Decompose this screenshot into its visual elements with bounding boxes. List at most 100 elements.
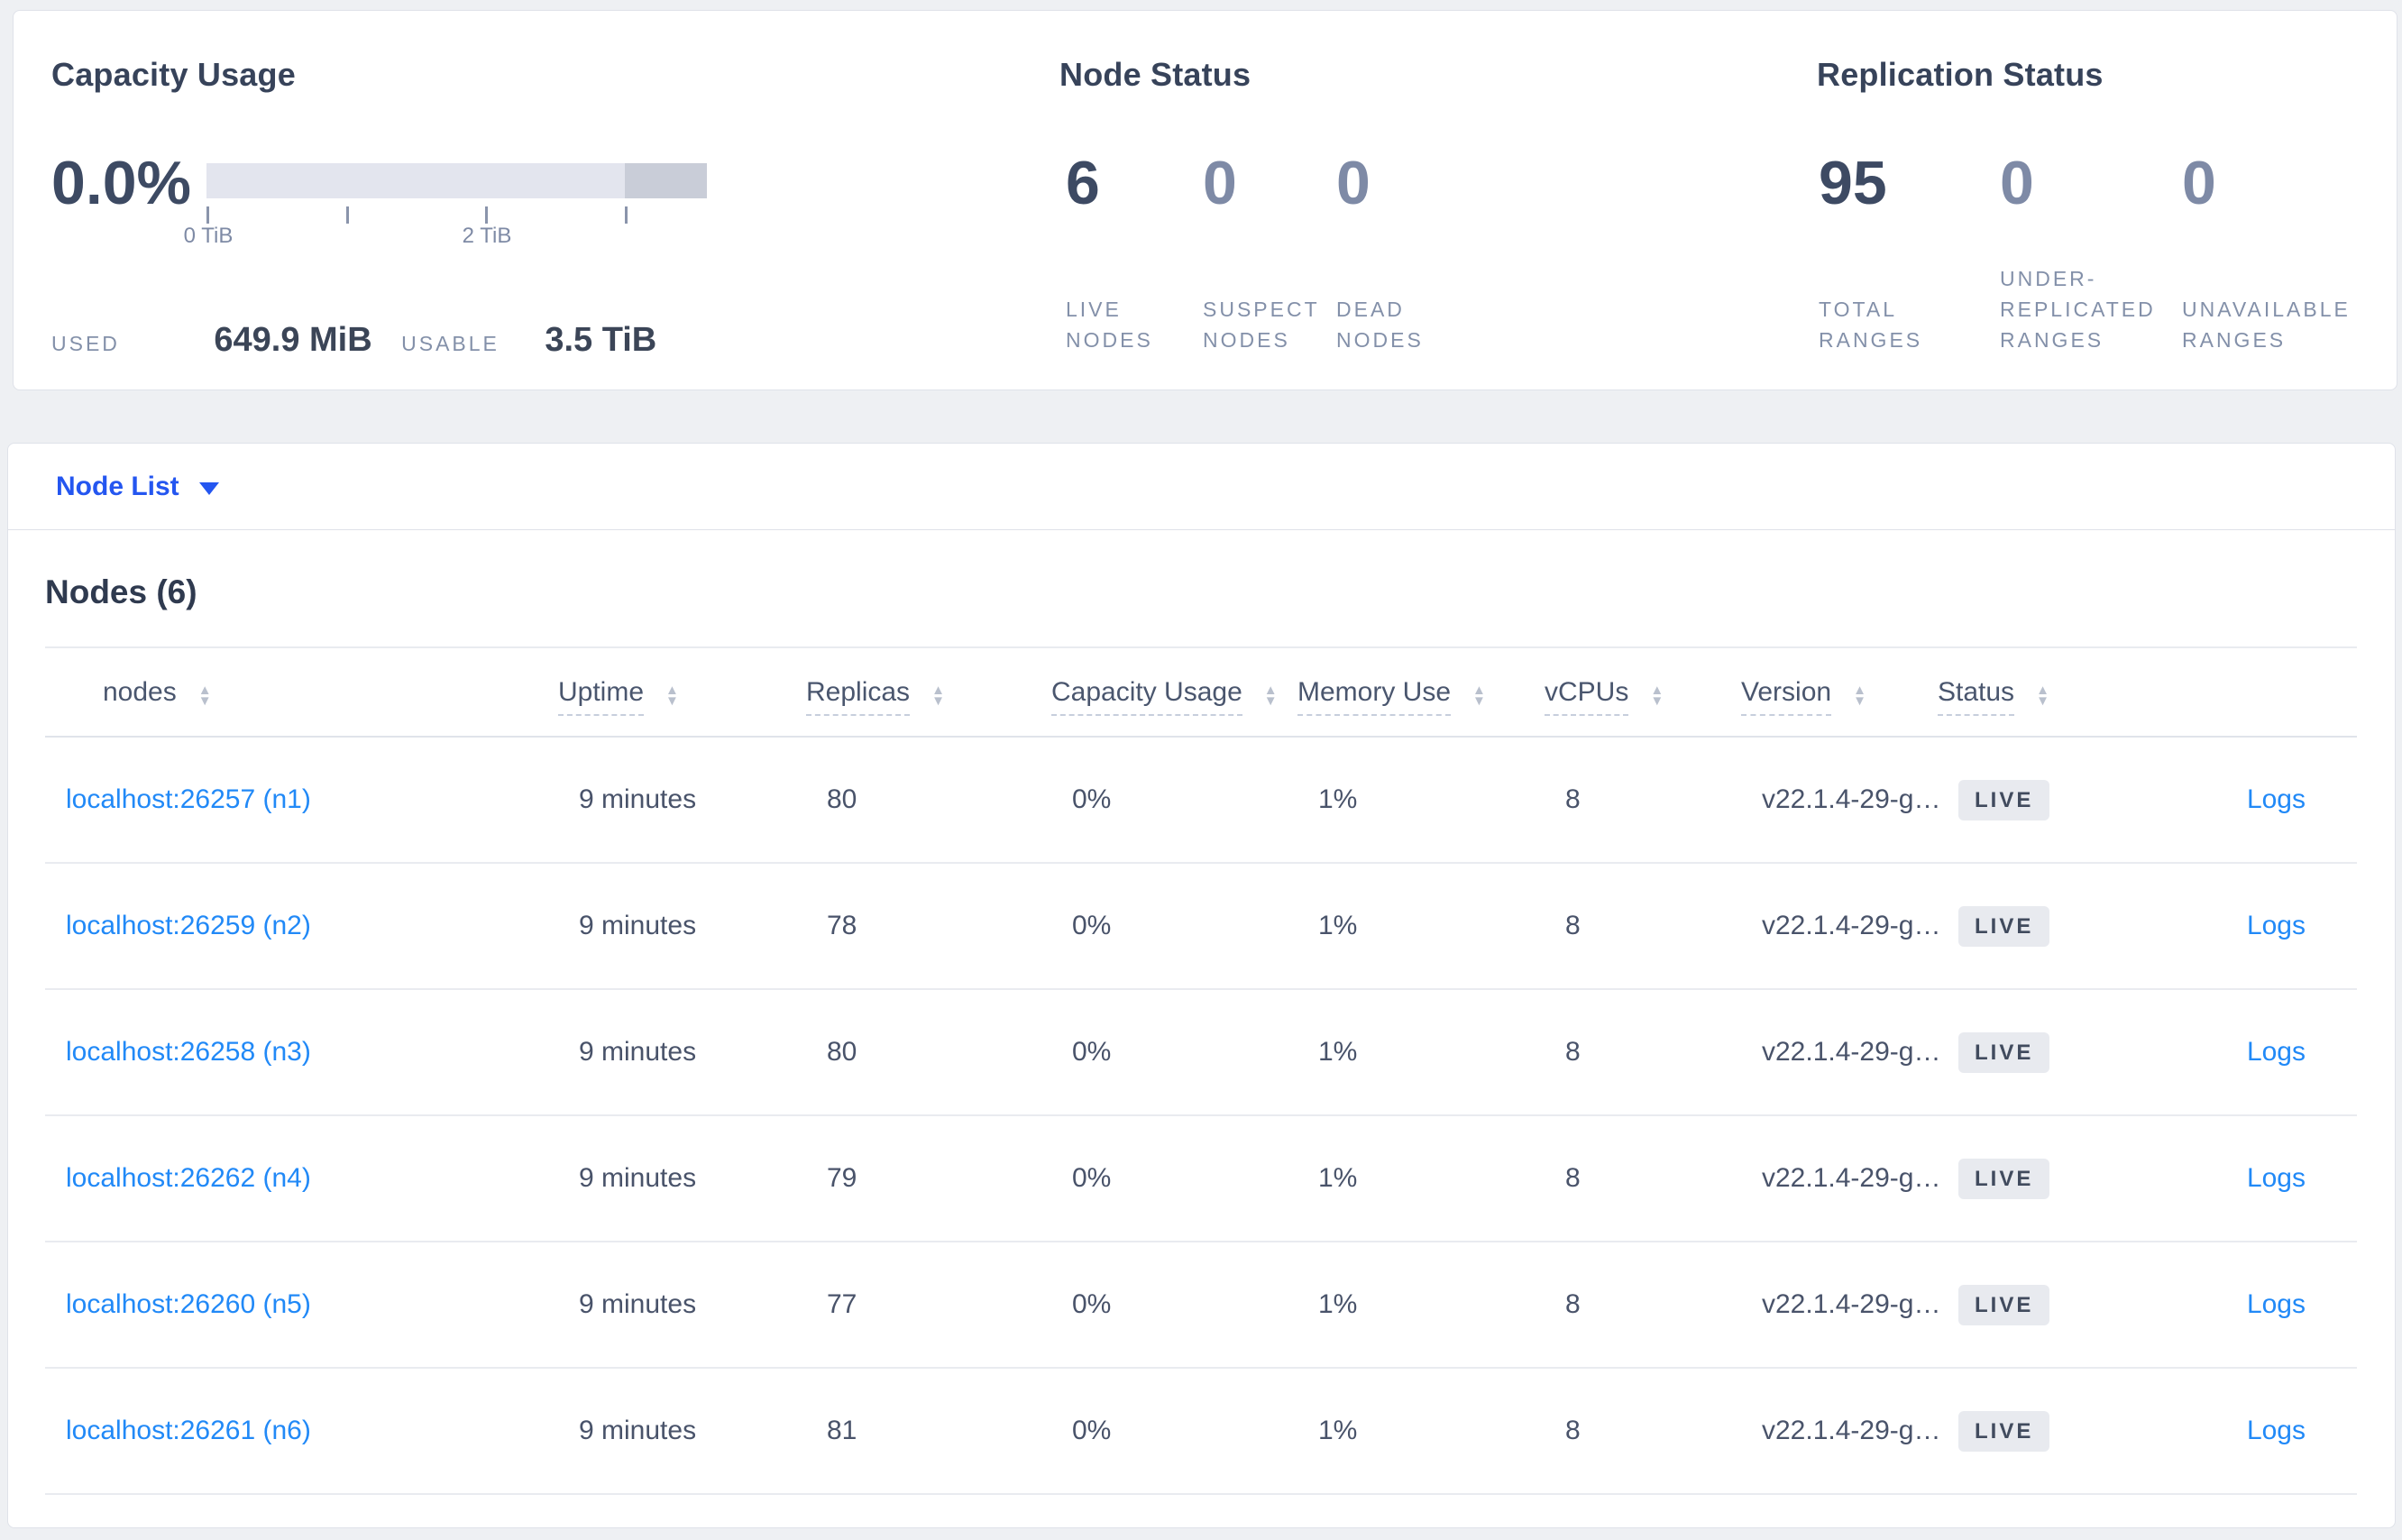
node-list-dropdown[interactable]: Node List [56,472,219,502]
dead-nodes-value: 0 [1336,149,1371,217]
usable-value: 3.5 TiB [545,321,657,359]
node-link[interactable]: localhost:26258 (n3) [66,1037,311,1067]
table-header-row: nodes ▲ ▼ Uptime ▲ ▼ Replicas ▲ ▼ Capacity … [8,665,2395,727]
node-link[interactable]: localhost:26262 (n4) [66,1163,311,1193]
node-link[interactable]: localhost:26259 (n2) [66,911,311,940]
live-nodes-label: LIVE NODES [1066,298,1153,352]
table-row: localhost:26257 (n1) 9 minutes 80 0% 1% … [45,738,2357,864]
under-replicated-ranges-value: 0 [2000,149,2034,217]
memory-cell: 1% [1318,911,1358,940]
table-row: localhost:26260 (n5) 9 minutes 77 0% 1% … [45,1242,2357,1369]
column-header-nodes[interactable]: nodes ▲ ▼ [103,676,212,709]
version-cell: v22.1.4-29-g… [1762,1037,1941,1067]
replicas-cell: 79 [827,1163,857,1193]
column-header-replicas[interactable]: Replicas ▲ ▼ [806,677,1051,716]
replicas-cell: 80 [827,1037,857,1067]
capacity-cell: 0% [1072,1037,1112,1067]
column-header-vcpus[interactable]: vCPUs ▲ ▼ [1545,677,1741,716]
title-divider [45,646,2357,648]
sort-icon: ▲ ▼ [1263,683,1278,709]
view-selector-bar: Node List [7,443,2396,530]
memory-cell: 1% [1318,1163,1358,1193]
memory-cell: 1% [1318,1037,1358,1067]
node-link[interactable]: localhost:26260 (n5) [66,1289,311,1319]
node-link[interactable]: localhost:26257 (n1) [66,784,311,814]
replicas-cell: 77 [827,1289,857,1319]
memory-cell: 1% [1318,1289,1358,1319]
unavailable-ranges-label: UNAVAILABLE RANGES [2182,298,2351,352]
total-ranges-value: 95 [1819,149,1887,217]
column-header-capacity-usage[interactable]: Capacity Usage ▲ ▼ [1051,677,1297,716]
status-badge: LIVE [1958,779,2050,820]
status-badge: LIVE [1958,1410,2050,1452]
meter-tick-3 [625,206,628,224]
vcpus-cell: 8 [1565,1163,1581,1193]
dead-nodes-label: DEAD NODES [1336,298,1424,352]
capacity-cell: 0% [1072,911,1112,940]
uptime-cell: 9 minutes [579,1037,697,1067]
capacity-cell: 0% [1072,784,1112,814]
sort-icon: ▲ ▼ [1650,683,1664,709]
capacity-meter [206,163,707,198]
replicas-cell: 81 [827,1416,857,1445]
sort-icon: ▲ ▼ [1472,683,1486,709]
logs-link[interactable]: Logs [2246,1163,2306,1193]
vcpus-cell: 8 [1565,784,1581,814]
column-header-status[interactable]: Status ▲ ▼ [1938,677,2163,716]
logs-link[interactable]: Logs [2246,911,2306,940]
capacity-meter-track [206,163,625,198]
column-header-uptime[interactable]: Uptime ▲ ▼ [558,677,806,716]
meter-tick-2 [485,206,488,224]
table-row: localhost:26258 (n3) 9 minutes 80 0% 1% … [45,990,2357,1116]
node-status-title: Node Status [1059,56,1251,93]
live-nodes-value: 6 [1066,149,1100,217]
table-row: localhost:26261 (n6) 9 minutes 81 0% 1% … [45,1369,2357,1495]
nodes-table-title: Nodes (6) [45,573,197,610]
status-badge: LIVE [1958,1031,2050,1073]
used-label: USED [51,332,120,355]
node-link[interactable]: localhost:26261 (n6) [66,1416,311,1445]
capacity-percent-value: 0.0% [51,149,191,217]
under-replicated-ranges-label: UNDER-REPLICATED RANGES [2000,267,2156,352]
version-cell: v22.1.4-29-g… [1762,911,1941,940]
replicas-cell: 80 [827,784,857,814]
capacity-meter-reserved-segment [625,163,707,198]
version-cell: v22.1.4-29-g… [1762,1163,1941,1193]
uptime-cell: 9 minutes [579,911,697,940]
vcpus-cell: 8 [1565,911,1581,940]
meter-tick-0 [206,206,209,224]
suspect-nodes-label: SUSPECT NODES [1203,298,1320,352]
column-header-version[interactable]: Version ▲ ▼ [1741,677,1938,716]
logs-link[interactable]: Logs [2246,1037,2306,1067]
used-value: 649.9 MiB [214,321,372,359]
usable-label: USABLE [401,332,500,355]
capacity-cell: 0% [1072,1163,1112,1193]
column-header-memory-use[interactable]: Memory Use ▲ ▼ [1297,677,1545,716]
uptime-cell: 9 minutes [579,1163,697,1193]
vcpus-cell: 8 [1565,1416,1581,1445]
capacity-usage-detail: USED 649.9 MiB USABLE 3.5 TiB [51,321,656,360]
memory-cell: 1% [1318,1416,1358,1445]
meter-tick-label-2: 2 TiB [462,224,512,248]
suspect-nodes-value: 0 [1203,149,1237,217]
version-cell: v22.1.4-29-g… [1762,784,1941,814]
table-row: localhost:26259 (n2) 9 minutes 78 0% 1% … [45,864,2357,990]
meter-tick-label-0: 0 TiB [183,224,234,248]
uptime-cell: 9 minutes [579,1289,697,1319]
table-body: localhost:26257 (n1) 9 minutes 80 0% 1% … [8,738,2395,1495]
total-ranges-label: TOTAL RANGES [1819,298,1923,352]
node-list-dropdown-label: Node List [56,471,179,501]
sort-icon: ▲ ▼ [665,683,679,709]
meter-tick-1 [346,206,349,224]
memory-cell: 1% [1318,784,1358,814]
unavailable-ranges-value: 0 [2182,149,2216,217]
logs-link[interactable]: Logs [2246,1416,2306,1445]
capacity-cell: 0% [1072,1416,1112,1445]
replicas-cell: 78 [827,911,857,940]
logs-link[interactable]: Logs [2246,1289,2306,1319]
status-badge: LIVE [1958,905,2050,947]
uptime-cell: 9 minutes [579,1416,697,1445]
logs-link[interactable]: Logs [2246,784,2306,814]
vcpus-cell: 8 [1565,1289,1581,1319]
status-badge: LIVE [1958,1158,2050,1199]
